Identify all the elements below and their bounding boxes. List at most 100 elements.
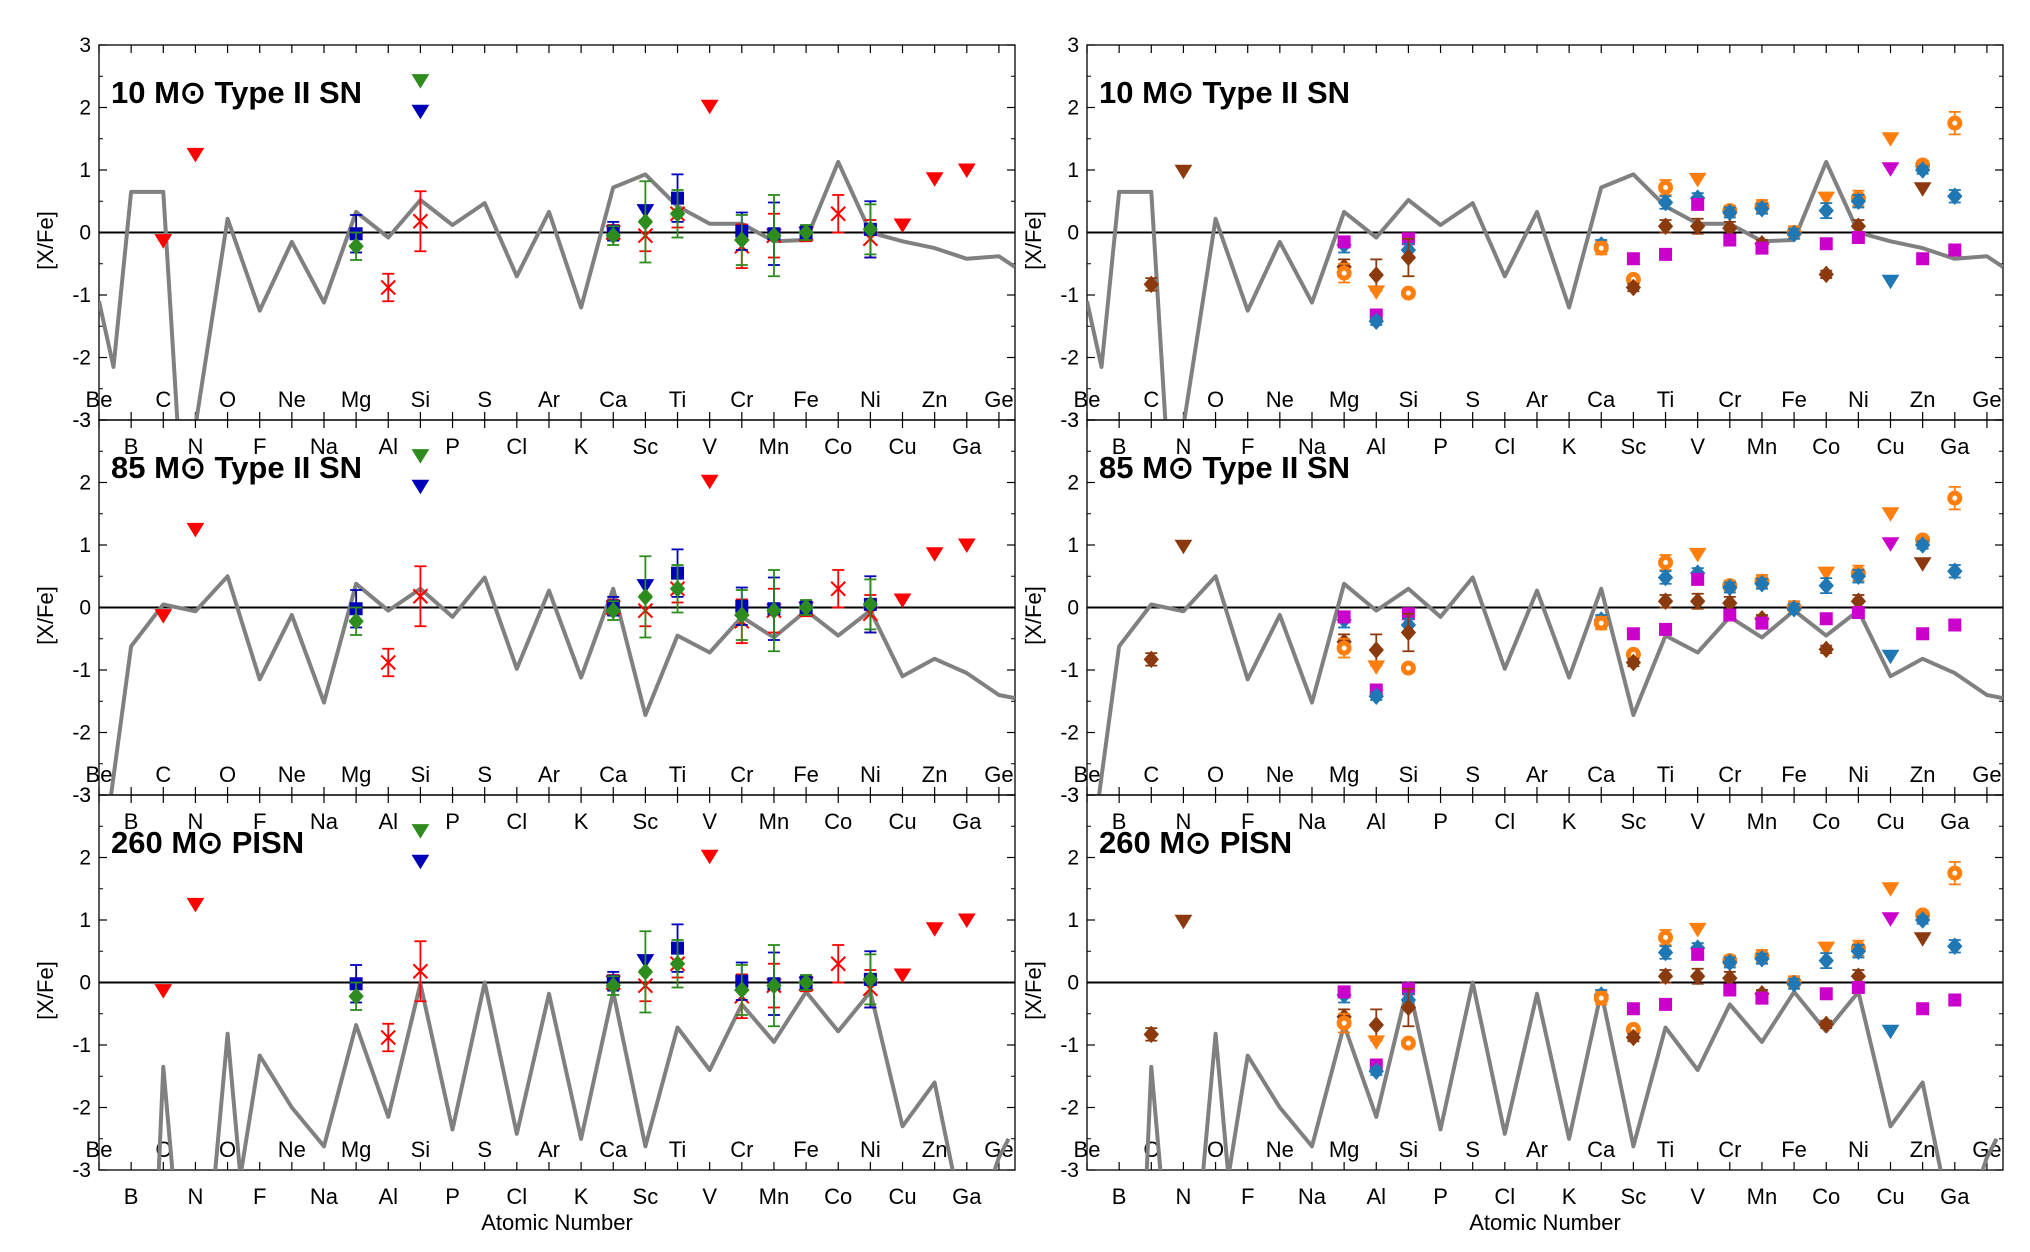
element-label: Na <box>1298 434 1327 459</box>
element-label: Cl <box>1494 809 1515 834</box>
diamond-marker <box>1850 567 1867 586</box>
square-marker <box>1659 247 1673 261</box>
element-label: Ti <box>1657 762 1675 787</box>
element-label: Ar <box>1526 387 1548 412</box>
y-tick-label: 0 <box>1067 222 1079 245</box>
upper-limit-marker <box>411 824 430 839</box>
element-label: B <box>1112 809 1127 834</box>
diamond-marker <box>862 970 879 989</box>
upper-limit-marker <box>893 593 912 608</box>
diamond-marker <box>348 237 364 256</box>
diamond-marker <box>1657 193 1674 212</box>
element-label: B <box>124 1184 139 1209</box>
diamond-marker <box>1914 911 1931 929</box>
panel-title: 260 M⊙ PISN <box>1099 825 1292 860</box>
element-label: K <box>1562 809 1577 834</box>
panel-title: 85 M⊙ Type II SN <box>1099 450 1350 485</box>
element-label: V <box>702 1184 717 1209</box>
y-tick-label: 2 <box>79 847 91 870</box>
diamond-marker <box>1754 949 1770 968</box>
diamond-marker <box>1625 1028 1642 1047</box>
element-label: F <box>1241 809 1254 834</box>
diamond-marker <box>1657 967 1674 986</box>
diamond-marker <box>1368 1062 1384 1081</box>
element-label: Ni <box>860 1137 881 1162</box>
element-label: Cu <box>1876 1184 1904 1209</box>
element-label: Sc <box>633 434 659 459</box>
upper-limit-marker <box>154 984 173 999</box>
diamond-marker <box>637 213 654 231</box>
diamond-marker <box>348 612 364 631</box>
y-tick-label: 0 <box>79 597 91 620</box>
observations <box>1143 860 1963 1081</box>
element-label: O <box>1207 387 1224 412</box>
y-tick-label: 0 <box>79 972 91 995</box>
element-label: Zn <box>922 387 948 412</box>
element-label: O <box>1207 762 1224 787</box>
element-label: F <box>253 1184 266 1209</box>
upper-limit-marker <box>1913 932 1932 947</box>
upper-limit-marker <box>1174 164 1193 180</box>
element-label: Ar <box>538 762 560 787</box>
square-marker <box>1851 981 1865 994</box>
element-label: Ge <box>984 762 1013 787</box>
y-axis-label: [X/Fe] <box>1021 586 1046 645</box>
diamond-marker <box>1754 199 1770 218</box>
square-marker <box>1626 627 1640 641</box>
diamond-marker <box>1143 275 1159 294</box>
diamond-marker <box>1657 592 1674 611</box>
element-label: Ni <box>860 762 881 787</box>
element-label: F <box>253 809 266 834</box>
element-label: Cu <box>888 809 916 834</box>
square-marker <box>1948 243 1962 257</box>
y-tick-label: -3 <box>72 1159 91 1182</box>
y-tick-label: 3 <box>79 784 91 807</box>
element-label: P <box>445 809 460 834</box>
element-label: K <box>1562 1184 1577 1209</box>
upper-limit-marker <box>925 547 944 562</box>
diamond-marker <box>1143 1025 1159 1044</box>
diamond-marker <box>1657 568 1674 587</box>
upper-limit-marker <box>1881 882 1900 897</box>
element-label: Be <box>1074 387 1101 412</box>
element-label: Cr <box>1718 387 1741 412</box>
element-label: Na <box>310 434 339 459</box>
diamond-marker <box>1400 623 1417 642</box>
square-marker <box>1659 622 1673 636</box>
element-label: Ar <box>1526 1137 1548 1162</box>
upper-limit-marker <box>1881 162 1900 177</box>
element-label: Sc <box>633 809 659 834</box>
diamond-marker <box>1818 265 1834 284</box>
element-label: Ti <box>1657 1137 1675 1162</box>
element-label: F <box>253 434 266 459</box>
diamond-marker <box>1947 187 1963 206</box>
element-label: Al <box>1366 1184 1386 1209</box>
element-label: Ge <box>984 387 1013 412</box>
upper-limit-marker <box>925 172 944 187</box>
element-label: Si <box>411 387 431 412</box>
element-label: Ti <box>669 387 687 412</box>
element-label: Co <box>1812 809 1840 834</box>
diamond-marker <box>637 963 654 981</box>
panel-title: 10 M⊙ Type II SN <box>1099 75 1350 110</box>
element-label: N <box>187 809 203 834</box>
y-tick-label: 2 <box>79 97 91 120</box>
square-marker <box>1755 991 1769 1005</box>
diamond-marker <box>1786 599 1802 618</box>
square-marker <box>1819 612 1833 626</box>
upper-limit-marker <box>700 849 719 865</box>
element-label: Si <box>411 1137 431 1162</box>
element-label: Co <box>1812 434 1840 459</box>
element-label: V <box>1690 809 1705 834</box>
upper-limit-marker <box>700 474 719 490</box>
y-tick-label: -1 <box>1060 659 1079 682</box>
element-label: Ne <box>1266 1137 1294 1162</box>
square-marker <box>1626 1002 1640 1016</box>
element-label: Be <box>86 387 113 412</box>
element-label: Cu <box>1876 809 1904 834</box>
element-label: C <box>1143 387 1159 412</box>
circle-marker-center <box>1663 560 1669 565</box>
upper-limit-marker <box>411 854 430 870</box>
element-label: K <box>574 434 589 459</box>
element-label: S <box>1465 762 1480 787</box>
